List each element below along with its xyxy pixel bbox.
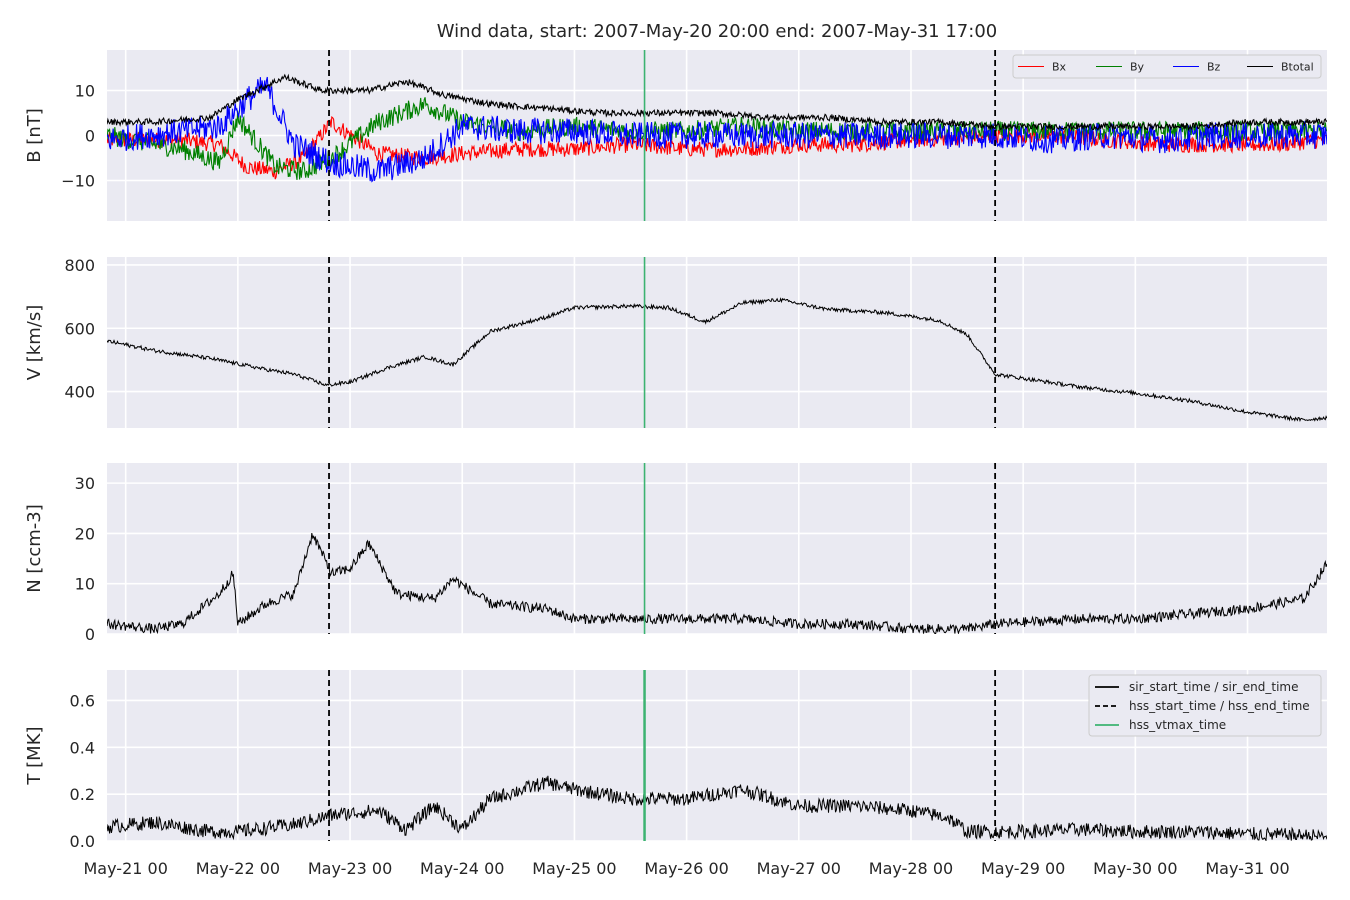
y-axis-label: V [km/s] [24,305,45,380]
series-group [107,73,1327,183]
y-tick-label: 10 [75,82,95,101]
legend-label: Bz [1207,61,1221,74]
x-tick-label: May-25 00 [532,859,616,878]
y-axis-label: T [MK] [24,726,45,785]
x-tick-label: May-26 00 [644,859,728,878]
series-line-btotal [107,73,1327,132]
y-tick-label: 0.2 [70,785,95,804]
x-tick-label: May-29 00 [981,859,1065,878]
series-group [107,775,1327,841]
series-line-value [107,297,1327,423]
panel-3: 0 10 20 30 N [ccm-3] [24,463,1327,644]
figure-title: Wind data, start: 2007-May-20 20:00 end:… [437,21,997,42]
y-axis-label: N [ccm-3] [24,504,45,593]
legend-label: sir_start_time / sir_end_time [1129,680,1299,694]
legend: Bx By Bz Btotal [1012,54,1322,79]
x-tick-label: May-31 00 [1205,859,1289,878]
series-group [107,297,1327,423]
x-tick-label: May-30 00 [1093,859,1177,878]
x-tick-label: May-23 00 [308,859,392,878]
y-tick-label: 800 [64,256,95,275]
y-tick-label: 600 [64,319,95,338]
legend-label: Btotal [1281,61,1314,74]
series-group [107,533,1327,634]
series-line-value [107,533,1327,634]
series-line-bz [107,76,1327,183]
x-tick-label: May-28 00 [869,859,953,878]
legend-label: hss_vtmax_time [1129,718,1226,732]
panels: −10 0 10 B [nT] Bx By Bz Btotal 400 600 800 V [km/s… [24,50,1327,851]
panel-2: 400 600 800 V [km/s] [24,256,1327,428]
y-tick-label: 0.4 [70,738,95,757]
legend-label: By [1130,61,1145,74]
y-tick-label: 30 [75,474,95,493]
series-line-value [107,775,1327,841]
legend: sir_start_time / sir_end_time hss_start_t… [1088,674,1322,737]
legend-label: Bx [1052,61,1067,74]
x-tick-label: May-22 00 [196,859,280,878]
panel-background [107,463,1327,634]
y-tick-label: 10 [75,575,95,594]
y-tick-label: 20 [75,524,95,543]
y-tick-label: 400 [64,383,95,402]
panel-4: 0.0 0.2 0.4 0.6 T [MK] sir_start_time / sir_e… [24,670,1327,851]
legend-box [1012,54,1322,79]
legend-label: hss_start_time / hss_end_time [1129,699,1310,713]
y-tick-label: 0 [85,625,95,644]
y-axis-label: B [nT] [24,108,45,163]
panel-1: −10 0 10 B [nT] Bx By Bz Btotal [24,50,1327,221]
y-tick-label: 0 [85,127,95,146]
x-tick-labels: May-21 00 May-22 00 May-23 00 May-24 00 May-… [84,859,1290,878]
y-tick-label: 0.6 [70,691,95,710]
x-tick-label: May-27 00 [757,859,841,878]
x-tick-label: May-21 00 [84,859,168,878]
y-tick-label: −10 [61,172,95,191]
y-tick-label: 0.0 [70,832,95,851]
x-tick-label: May-24 00 [420,859,504,878]
legend-box [1088,674,1322,737]
panel-background [107,257,1327,428]
